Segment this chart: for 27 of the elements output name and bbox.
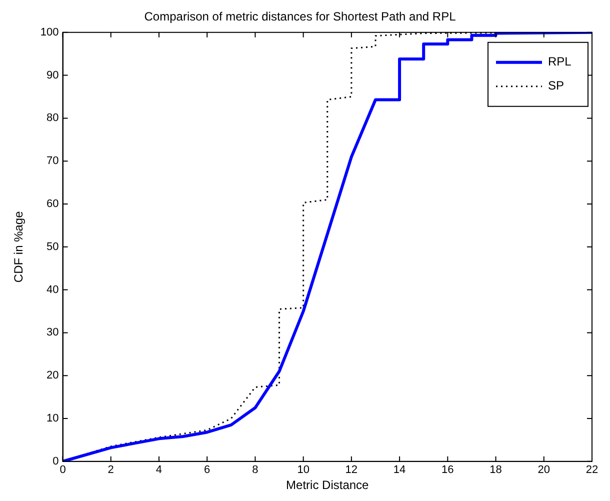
y-tick-label: 10 bbox=[46, 412, 59, 425]
y-tick-label: 90 bbox=[46, 69, 59, 82]
x-tick-label: 2 bbox=[108, 464, 114, 476]
y-tick-label: 40 bbox=[46, 284, 59, 296]
x-tick-label: 20 bbox=[538, 464, 550, 476]
x-tick-label: 16 bbox=[442, 464, 454, 476]
y-tick-label: 20 bbox=[46, 370, 59, 382]
legend-label: RPL bbox=[548, 54, 572, 69]
x-tick-label: 6 bbox=[204, 464, 210, 476]
y-tick-label: 0 bbox=[52, 455, 59, 468]
y-tick-label: 60 bbox=[46, 198, 59, 210]
x-tick-label: 22 bbox=[586, 464, 598, 476]
y-axis-title: CDF in %age bbox=[12, 210, 26, 283]
legend-label: SP bbox=[548, 78, 564, 93]
x-tick-label: 4 bbox=[156, 464, 162, 476]
y-tick-label: 30 bbox=[46, 326, 59, 339]
x-tick-label: 18 bbox=[490, 464, 502, 476]
x-tick-label: 10 bbox=[297, 464, 310, 476]
y-tick-label: 70 bbox=[46, 155, 59, 168]
x-axis-title: Metric Distance bbox=[286, 478, 370, 492]
y-tick-label: 50 bbox=[46, 240, 59, 253]
y-tick-label: 100 bbox=[40, 26, 59, 38]
x-tick-label: 14 bbox=[393, 464, 406, 476]
y-tick-label: 80 bbox=[46, 112, 59, 124]
x-tick-label: 12 bbox=[345, 464, 358, 476]
x-tick-label: 8 bbox=[252, 464, 258, 476]
chart-title: Comparison of metric distances for Shortest Path and RPL bbox=[144, 10, 456, 24]
